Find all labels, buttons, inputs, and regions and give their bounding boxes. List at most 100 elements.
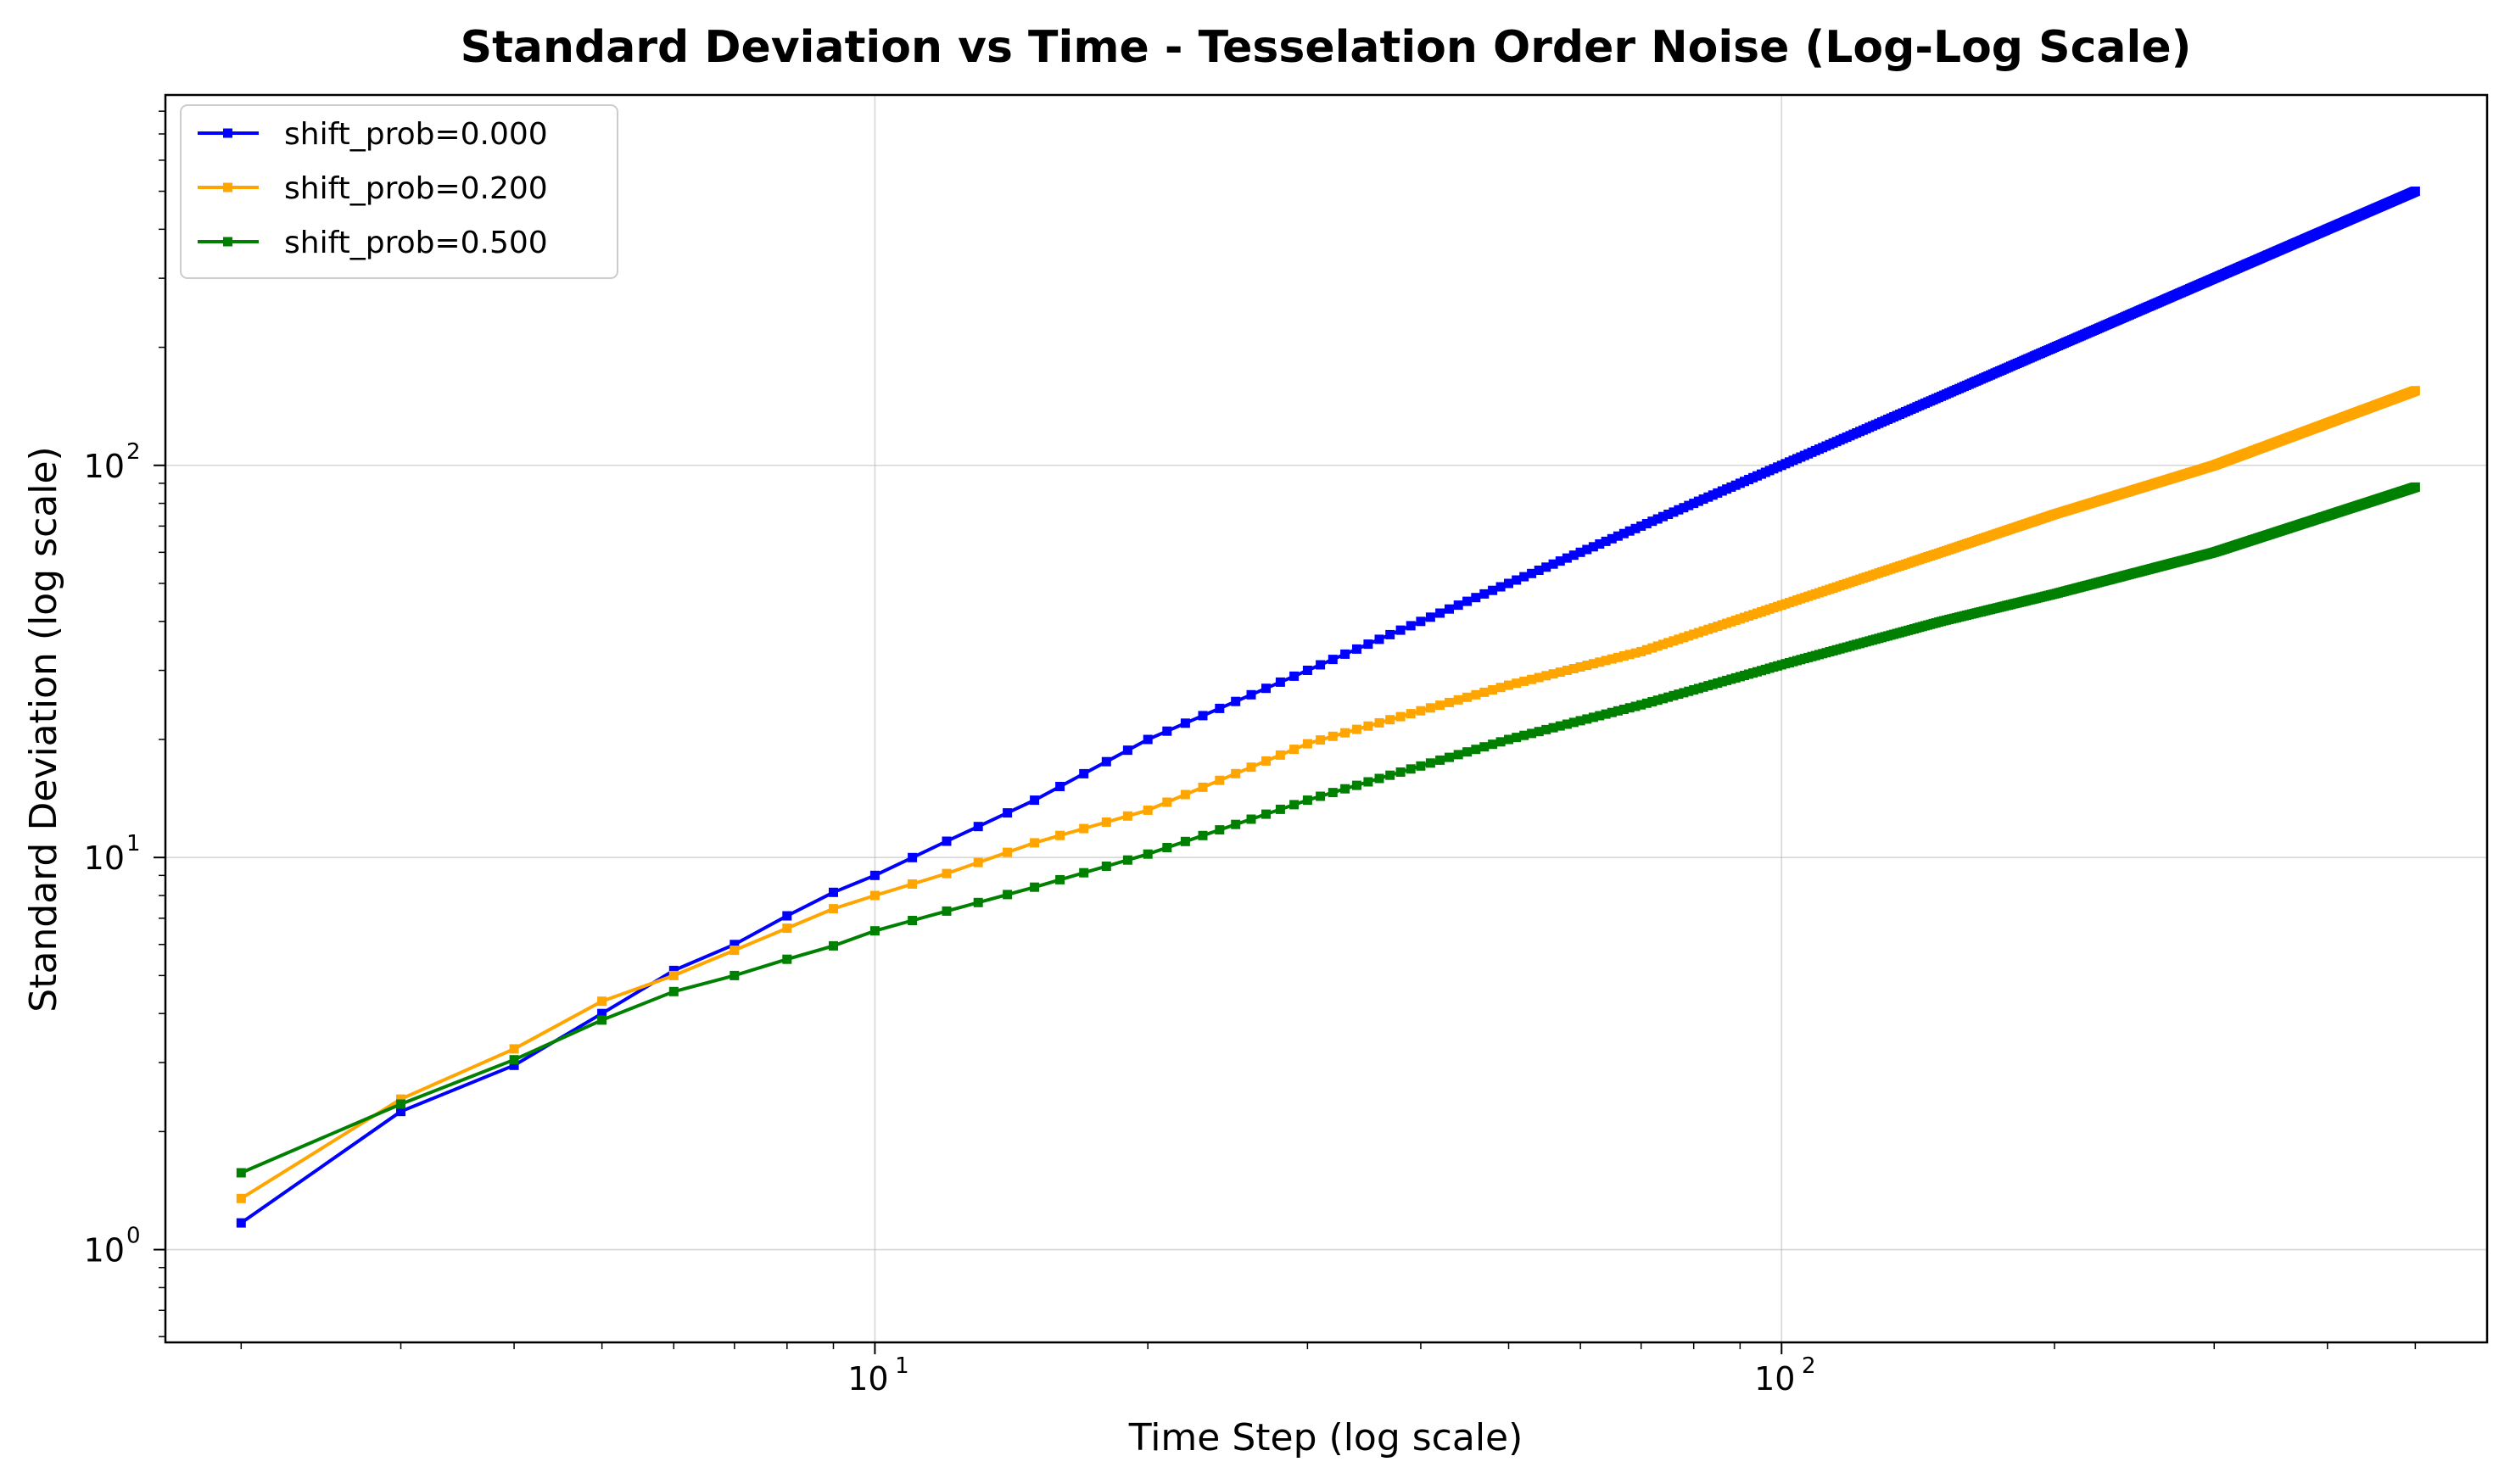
data-point [782, 923, 792, 934]
data-point [1647, 516, 1657, 527]
data-point [1658, 639, 1668, 650]
data-point [908, 879, 918, 889]
data-point [1534, 672, 1544, 683]
x-axis: 10 1 10 2 [240, 1342, 2417, 1398]
data-point [1595, 657, 1605, 667]
data-point [1679, 688, 1689, 698]
data-point [1641, 519, 1652, 528]
data-point [1568, 717, 1579, 728]
y-tick-label-exponent: 2 [126, 439, 141, 465]
data-point [1289, 745, 1300, 755]
data-point [1588, 659, 1598, 669]
data-point [1534, 566, 1544, 575]
data-point [1534, 727, 1544, 737]
data-point [1582, 661, 1592, 671]
data-point [1363, 639, 1373, 650]
data-point [1471, 689, 1481, 700]
data-point [1385, 770, 1395, 780]
data-point [908, 916, 918, 925]
data-point [1143, 849, 1153, 859]
plot-frame [164, 93, 2489, 1344]
data-point [236, 1193, 246, 1203]
data-point [597, 996, 607, 1007]
data-point [1575, 662, 1585, 672]
data-point [1416, 706, 1426, 716]
data-point [1162, 843, 1172, 852]
data-point [1445, 752, 1454, 762]
data-point [1385, 715, 1395, 725]
data-point [2410, 386, 2420, 396]
data-point [1568, 664, 1579, 673]
data-point [1231, 768, 1241, 778]
data-point [1663, 510, 1674, 519]
data-point [829, 904, 838, 914]
data-point [1488, 685, 1498, 695]
data-point [1462, 747, 1473, 757]
series-layer [236, 187, 2420, 1228]
x-tick-label: 10 [847, 1360, 888, 1398]
data-point [1548, 722, 1558, 733]
data-point [1555, 667, 1565, 678]
data-point [396, 1094, 405, 1104]
data-point [1079, 768, 1089, 778]
data-point [2410, 187, 2420, 196]
legend: shift_prob=0.000 shift_prob=0.200 shift_pr… [180, 104, 618, 279]
data-point [1595, 711, 1605, 721]
data-point [1479, 589, 1490, 599]
data-point [1488, 585, 1498, 595]
data-point [668, 965, 679, 975]
data-point [1275, 750, 1285, 760]
data-point [1462, 692, 1473, 702]
data-point [1548, 669, 1558, 679]
data-point [973, 822, 983, 832]
data-point [1340, 649, 1350, 659]
data-point [396, 1107, 405, 1117]
data-point [1003, 890, 1013, 900]
data-point [1641, 698, 1652, 708]
data-point [1079, 868, 1089, 878]
data-point [1636, 700, 1646, 710]
data-point [1302, 666, 1312, 675]
data-point [1652, 641, 1663, 651]
data-point [1180, 836, 1190, 846]
data-point [1471, 593, 1481, 603]
data-point [1328, 655, 1338, 665]
data-point [1504, 578, 1513, 589]
data-point [730, 970, 740, 980]
data-point [1658, 511, 1668, 522]
data-point [1527, 674, 1537, 684]
data-point [1162, 797, 1172, 807]
data-point [1641, 644, 1652, 655]
data-point [1374, 634, 1384, 644]
data-point [1601, 536, 1611, 546]
data-point [1425, 612, 1435, 622]
data-point [1385, 629, 1395, 639]
data-point [1180, 718, 1190, 728]
data-point [1101, 756, 1111, 767]
data-point [1630, 523, 1641, 533]
data-point [1527, 728, 1537, 739]
data-point [1143, 805, 1153, 815]
data-point [829, 887, 838, 897]
data-point [1406, 709, 1416, 719]
data-point [1261, 809, 1271, 819]
data-point [2410, 482, 2420, 492]
data-point [782, 954, 792, 964]
data-point [1618, 528, 1629, 538]
data-point [1613, 706, 1623, 716]
data-point [1684, 631, 1694, 641]
data-point [1601, 656, 1611, 666]
data-point [1669, 636, 1679, 646]
data-point [1198, 782, 1208, 792]
data-point [1328, 731, 1338, 741]
data-point [1624, 526, 1635, 536]
data-point [1647, 643, 1657, 653]
data-point [1246, 762, 1256, 773]
data-point [1541, 671, 1551, 681]
data-point [1395, 625, 1406, 635]
data-point [1261, 683, 1271, 694]
data-point [1198, 830, 1208, 840]
data-point [1003, 847, 1013, 857]
data-point [1471, 745, 1481, 755]
data-point [1663, 692, 1674, 702]
